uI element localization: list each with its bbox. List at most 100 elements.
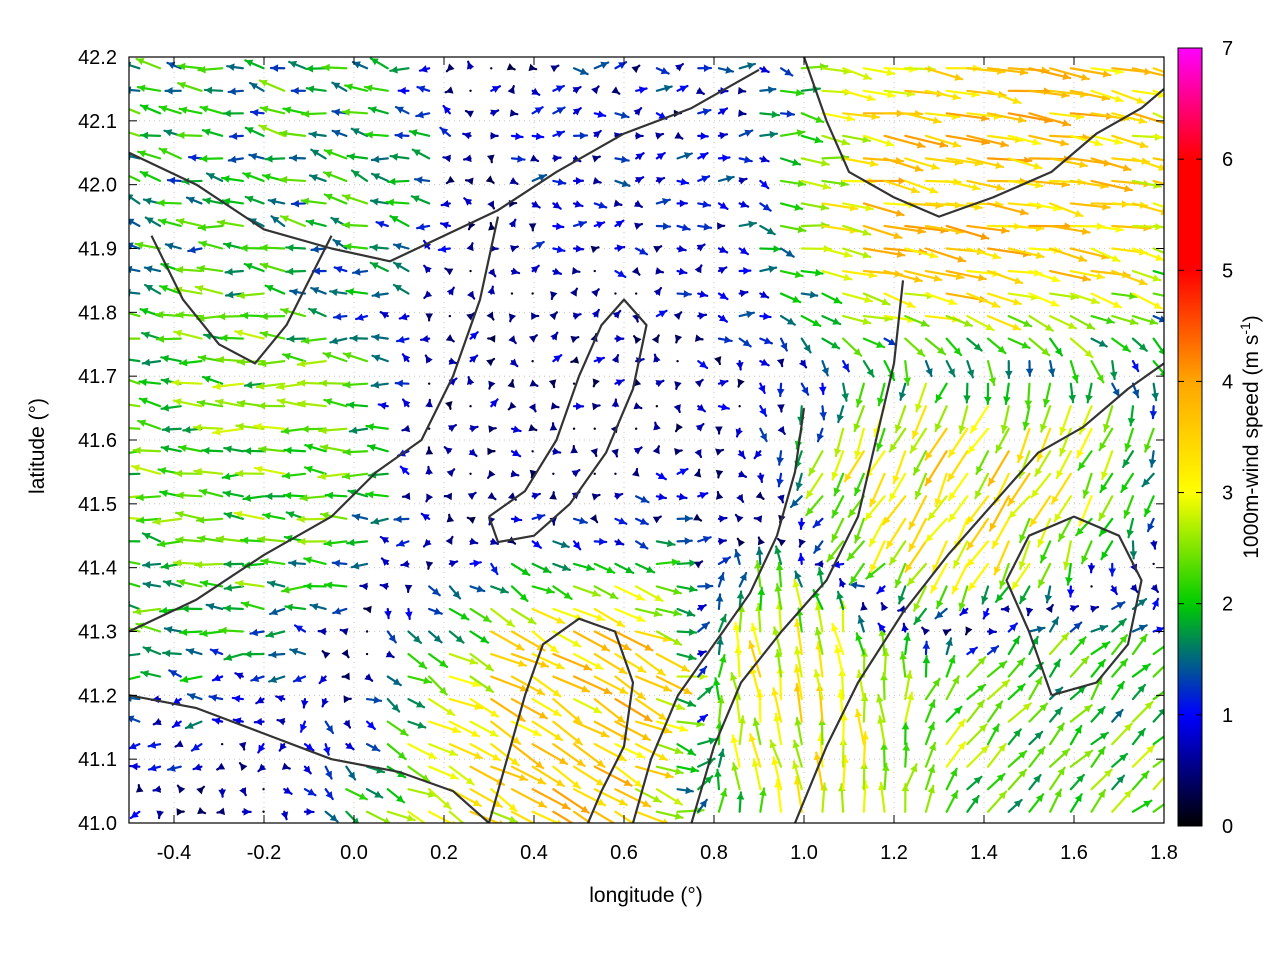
wind-arrow (214, 398, 244, 408)
wind-arrow (1131, 67, 1164, 77)
wind-arrow (614, 607, 646, 623)
wind-arrow (674, 423, 683, 433)
wind-arrow (635, 788, 662, 804)
wind-arrow (593, 607, 626, 628)
wind-arrow (834, 644, 845, 678)
wind-arrow (289, 647, 307, 656)
wind-arrow (422, 538, 432, 548)
wind-arrow (697, 132, 709, 140)
wind-arrow (717, 245, 729, 254)
wind-arrow (321, 697, 329, 708)
wind-arrow (466, 376, 475, 385)
wind-arrow (1069, 704, 1093, 723)
wind-arrow (862, 292, 891, 306)
wind-arrow (490, 67, 493, 70)
wind-arrow (635, 176, 645, 184)
wind-arrow (904, 112, 942, 125)
wind-arrow (1024, 382, 1033, 409)
wind-arrow (428, 743, 459, 757)
wind-arrow (138, 378, 162, 387)
wind-arrow (737, 378, 745, 388)
wind-arrow (737, 86, 747, 95)
wind-arrow (1075, 517, 1093, 537)
wind-arrow (935, 585, 948, 610)
wind-arrow (379, 535, 389, 545)
wind-arrow (1152, 690, 1164, 701)
wind-arrow (198, 488, 224, 498)
wind-arrow (875, 427, 886, 452)
wind-arrow (572, 562, 595, 572)
wind-arrow (694, 449, 703, 459)
wind-arrow (676, 267, 688, 276)
wind-arrow (1069, 89, 1111, 102)
wind-arrow (240, 601, 265, 611)
wind-arrow (371, 290, 389, 299)
wind-arrow (888, 540, 907, 566)
wind-arrow (1007, 157, 1043, 170)
wind-arrow (309, 603, 327, 611)
wind-arrow (323, 171, 348, 183)
wind-arrow (323, 581, 348, 589)
wind-arrow (593, 110, 607, 118)
contour-line (802, 57, 1164, 218)
wind-arrow (155, 335, 182, 343)
wind-arrow (531, 173, 548, 183)
wind-arrow (469, 331, 479, 340)
wind-arrow (269, 607, 286, 616)
wind-arrow (842, 67, 872, 81)
wind-arrow (921, 626, 930, 636)
wind-arrow (1011, 562, 1031, 591)
wind-arrow (216, 807, 226, 816)
wind-arrow (572, 516, 588, 525)
wind-arrow (231, 694, 244, 703)
wind-arrow (531, 810, 562, 823)
wind-arrow (487, 469, 496, 479)
wind-arrow (1068, 382, 1077, 404)
wind-arrow (552, 178, 567, 186)
wind-arrow (842, 314, 872, 326)
wind-arrow (1090, 179, 1133, 193)
wind-arrow (528, 424, 538, 432)
wind-arrow (1044, 585, 1053, 604)
wind-arrow (363, 84, 389, 92)
wind-arrow (187, 245, 203, 254)
wind-arrow (904, 670, 913, 701)
wind-arrow (751, 758, 762, 791)
wind-arrow (614, 334, 625, 343)
wind-arrow (614, 652, 647, 674)
wind-arrow (552, 84, 565, 93)
wind-arrow (489, 398, 499, 408)
wind-arrow (401, 353, 411, 363)
wind-arrow (775, 561, 784, 588)
wind-arrow (1090, 605, 1100, 613)
wind-arrow (399, 465, 410, 475)
wind-arrow (1152, 134, 1164, 139)
wind-arrow (1111, 112, 1148, 125)
wind-arrow (759, 86, 777, 94)
wind-arrow (966, 314, 995, 332)
wind-arrow (158, 105, 182, 115)
wind-arrow (137, 150, 162, 160)
wind-arrow (173, 329, 203, 340)
wind-arrow (854, 427, 865, 460)
wind-arrow (310, 148, 327, 160)
wind-arrow (420, 512, 431, 521)
wind-arrow (469, 269, 472, 273)
wind-arrow (392, 261, 410, 273)
wind-arrow (161, 425, 182, 434)
wind-arrow (591, 493, 601, 501)
wind-arrow (531, 675, 562, 698)
wind-arrow (894, 562, 907, 589)
wind-arrow (552, 106, 566, 115)
x-axis-ticks: -0.4 -0.2 0.0 0.2 0.4 0.6 0.8 1.0 1.2 1.4 1.6 1.8 (157, 57, 1178, 864)
wind-arrow (738, 405, 741, 408)
wind-arrow (490, 743, 520, 767)
wind-arrow (676, 152, 693, 160)
wind-arrow (759, 65, 770, 74)
wind-arrow (730, 671, 741, 701)
wind-arrow (549, 422, 558, 431)
wind-arrow (1148, 450, 1157, 468)
wind-arrow (1111, 618, 1127, 633)
wind-arrow (1049, 748, 1071, 768)
wind-arrow (792, 739, 803, 768)
